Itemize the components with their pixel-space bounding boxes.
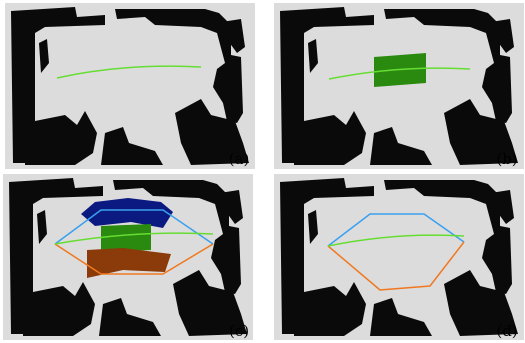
corridor (101, 224, 151, 252)
panel-b (274, 3, 524, 169)
panel-label: (d) (496, 322, 517, 340)
panel-d (274, 174, 524, 340)
occupancy-map (5, 3, 255, 169)
panel-c (3, 174, 253, 340)
occupancy-map (274, 174, 524, 340)
figure: (a) (b) (c) (d) (0, 0, 525, 343)
occupancy-map (274, 3, 524, 169)
panel-label: (b) (496, 150, 517, 168)
panel-label: (c) (229, 322, 249, 340)
panel-a (5, 3, 255, 169)
panel-label: (a) (229, 150, 250, 168)
